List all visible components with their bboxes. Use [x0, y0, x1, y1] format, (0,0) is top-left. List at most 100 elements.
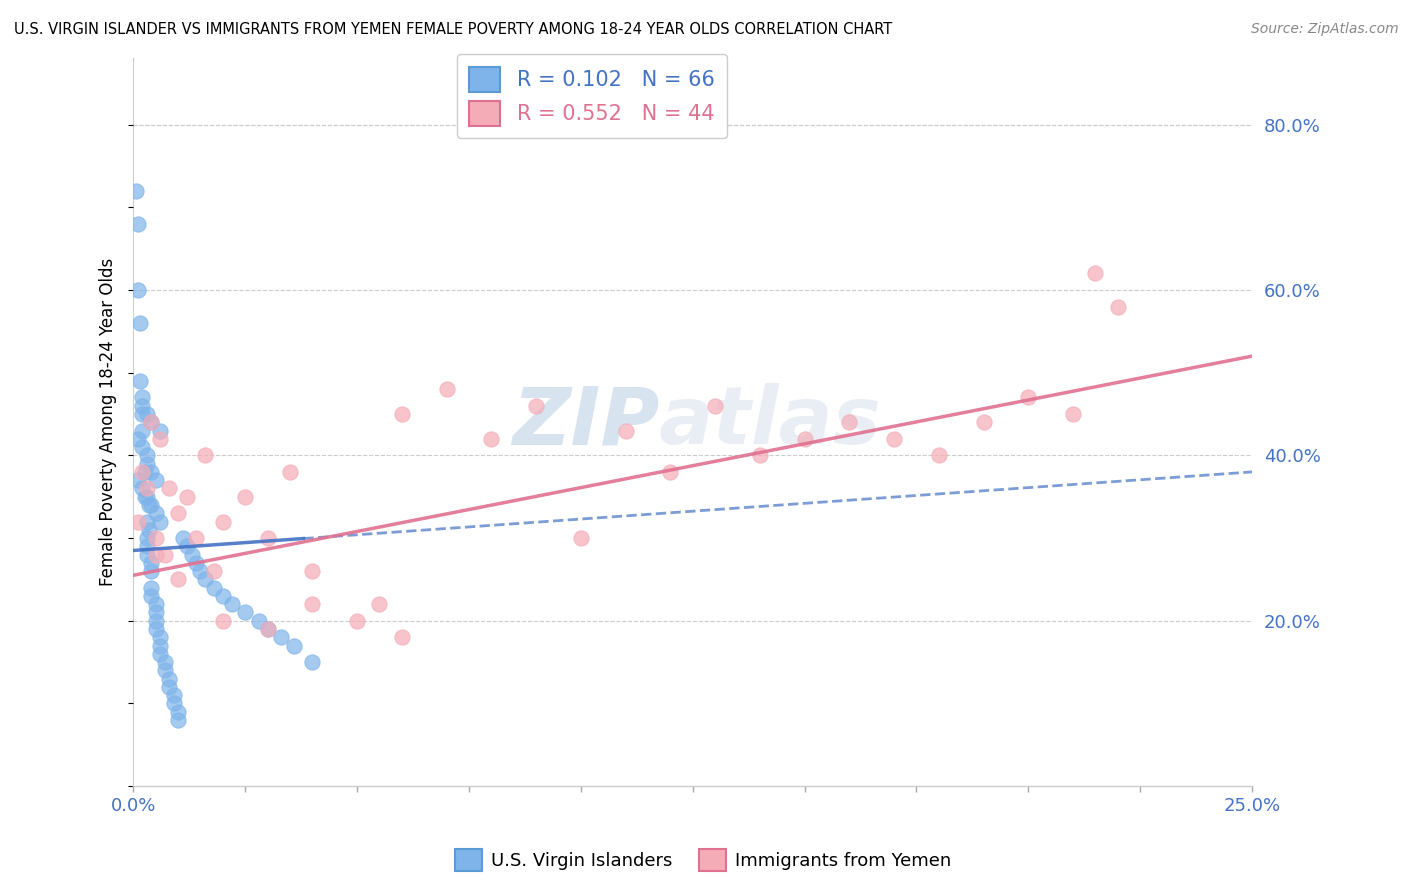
Point — [135, 407, 157, 421]
Legend: R = 0.102   N = 66, R = 0.552   N = 44: R = 0.102 N = 66, R = 0.552 N = 44 — [457, 54, 727, 138]
Point — [157, 680, 180, 694]
Point — [131, 424, 153, 438]
Point — [748, 449, 770, 463]
Point — [256, 531, 278, 545]
Text: atlas: atlas — [659, 384, 882, 461]
Point — [704, 399, 727, 413]
Point — [973, 415, 995, 429]
Point — [167, 506, 190, 520]
Point — [270, 630, 292, 644]
Point — [141, 589, 163, 603]
Point — [135, 548, 157, 562]
Point — [153, 664, 176, 678]
Point — [124, 184, 146, 198]
Y-axis label: Female Poverty Among 18-24 Year Olds: Female Poverty Among 18-24 Year Olds — [100, 258, 117, 586]
Point — [129, 316, 152, 330]
Point — [145, 548, 167, 562]
Point — [184, 556, 207, 570]
Point — [138, 523, 160, 537]
Point — [184, 531, 207, 545]
Point — [162, 697, 184, 711]
Point — [436, 382, 458, 396]
Point — [134, 465, 156, 479]
Point — [194, 449, 217, 463]
Point — [256, 622, 278, 636]
Point — [202, 581, 225, 595]
Point — [138, 498, 160, 512]
Point — [135, 515, 157, 529]
Text: U.S. VIRGIN ISLANDER VS IMMIGRANTS FROM YEMEN FEMALE POVERTY AMONG 18-24 YEAR OL: U.S. VIRGIN ISLANDER VS IMMIGRANTS FROM … — [14, 22, 893, 37]
Point — [145, 606, 167, 620]
Point — [1084, 267, 1107, 281]
Point — [167, 705, 190, 719]
Point — [131, 440, 153, 454]
Point — [135, 457, 157, 471]
Point — [180, 548, 202, 562]
Point — [153, 655, 176, 669]
Point — [233, 606, 256, 620]
Point — [131, 465, 153, 479]
Point — [149, 515, 172, 529]
Point — [131, 482, 153, 496]
Point — [135, 449, 157, 463]
Point — [301, 597, 323, 611]
Point — [135, 482, 157, 496]
Point — [838, 415, 860, 429]
Point — [211, 515, 233, 529]
Point — [149, 424, 172, 438]
Point — [278, 465, 301, 479]
Point — [176, 539, 198, 553]
Point — [247, 614, 270, 628]
Point — [283, 639, 305, 653]
Point — [145, 597, 167, 611]
Point — [131, 407, 153, 421]
Point — [301, 655, 323, 669]
Point — [145, 473, 167, 487]
Point — [135, 490, 157, 504]
Point — [145, 614, 167, 628]
Point — [221, 597, 243, 611]
Point — [569, 531, 592, 545]
Point — [149, 630, 172, 644]
Point — [134, 490, 156, 504]
Point — [346, 614, 368, 628]
Point — [194, 573, 217, 587]
Point — [301, 564, 323, 578]
Point — [127, 283, 149, 297]
Point — [131, 391, 153, 405]
Point — [167, 573, 190, 587]
Point — [256, 622, 278, 636]
Point — [131, 399, 153, 413]
Point — [524, 399, 547, 413]
Point — [145, 531, 167, 545]
Point — [145, 506, 167, 520]
Text: Source: ZipAtlas.com: Source: ZipAtlas.com — [1251, 22, 1399, 37]
Point — [368, 597, 391, 611]
Legend: U.S. Virgin Islanders, Immigrants from Yemen: U.S. Virgin Islanders, Immigrants from Y… — [447, 842, 959, 879]
Point — [127, 432, 149, 446]
Point — [190, 564, 212, 578]
Point — [793, 432, 815, 446]
Point — [172, 531, 194, 545]
Point — [141, 556, 163, 570]
Point — [141, 564, 163, 578]
Point — [391, 630, 413, 644]
Point — [149, 639, 172, 653]
Point — [162, 688, 184, 702]
Point — [883, 432, 905, 446]
Point — [135, 531, 157, 545]
Point — [129, 374, 152, 388]
Point — [145, 622, 167, 636]
Point — [1017, 391, 1039, 405]
Point — [157, 482, 180, 496]
Point — [141, 415, 163, 429]
Point — [1107, 300, 1129, 314]
Point — [928, 449, 950, 463]
Point — [211, 614, 233, 628]
Point — [135, 539, 157, 553]
Point — [391, 407, 413, 421]
Point — [659, 465, 682, 479]
Point — [141, 465, 163, 479]
Point — [202, 564, 225, 578]
Point — [141, 498, 163, 512]
